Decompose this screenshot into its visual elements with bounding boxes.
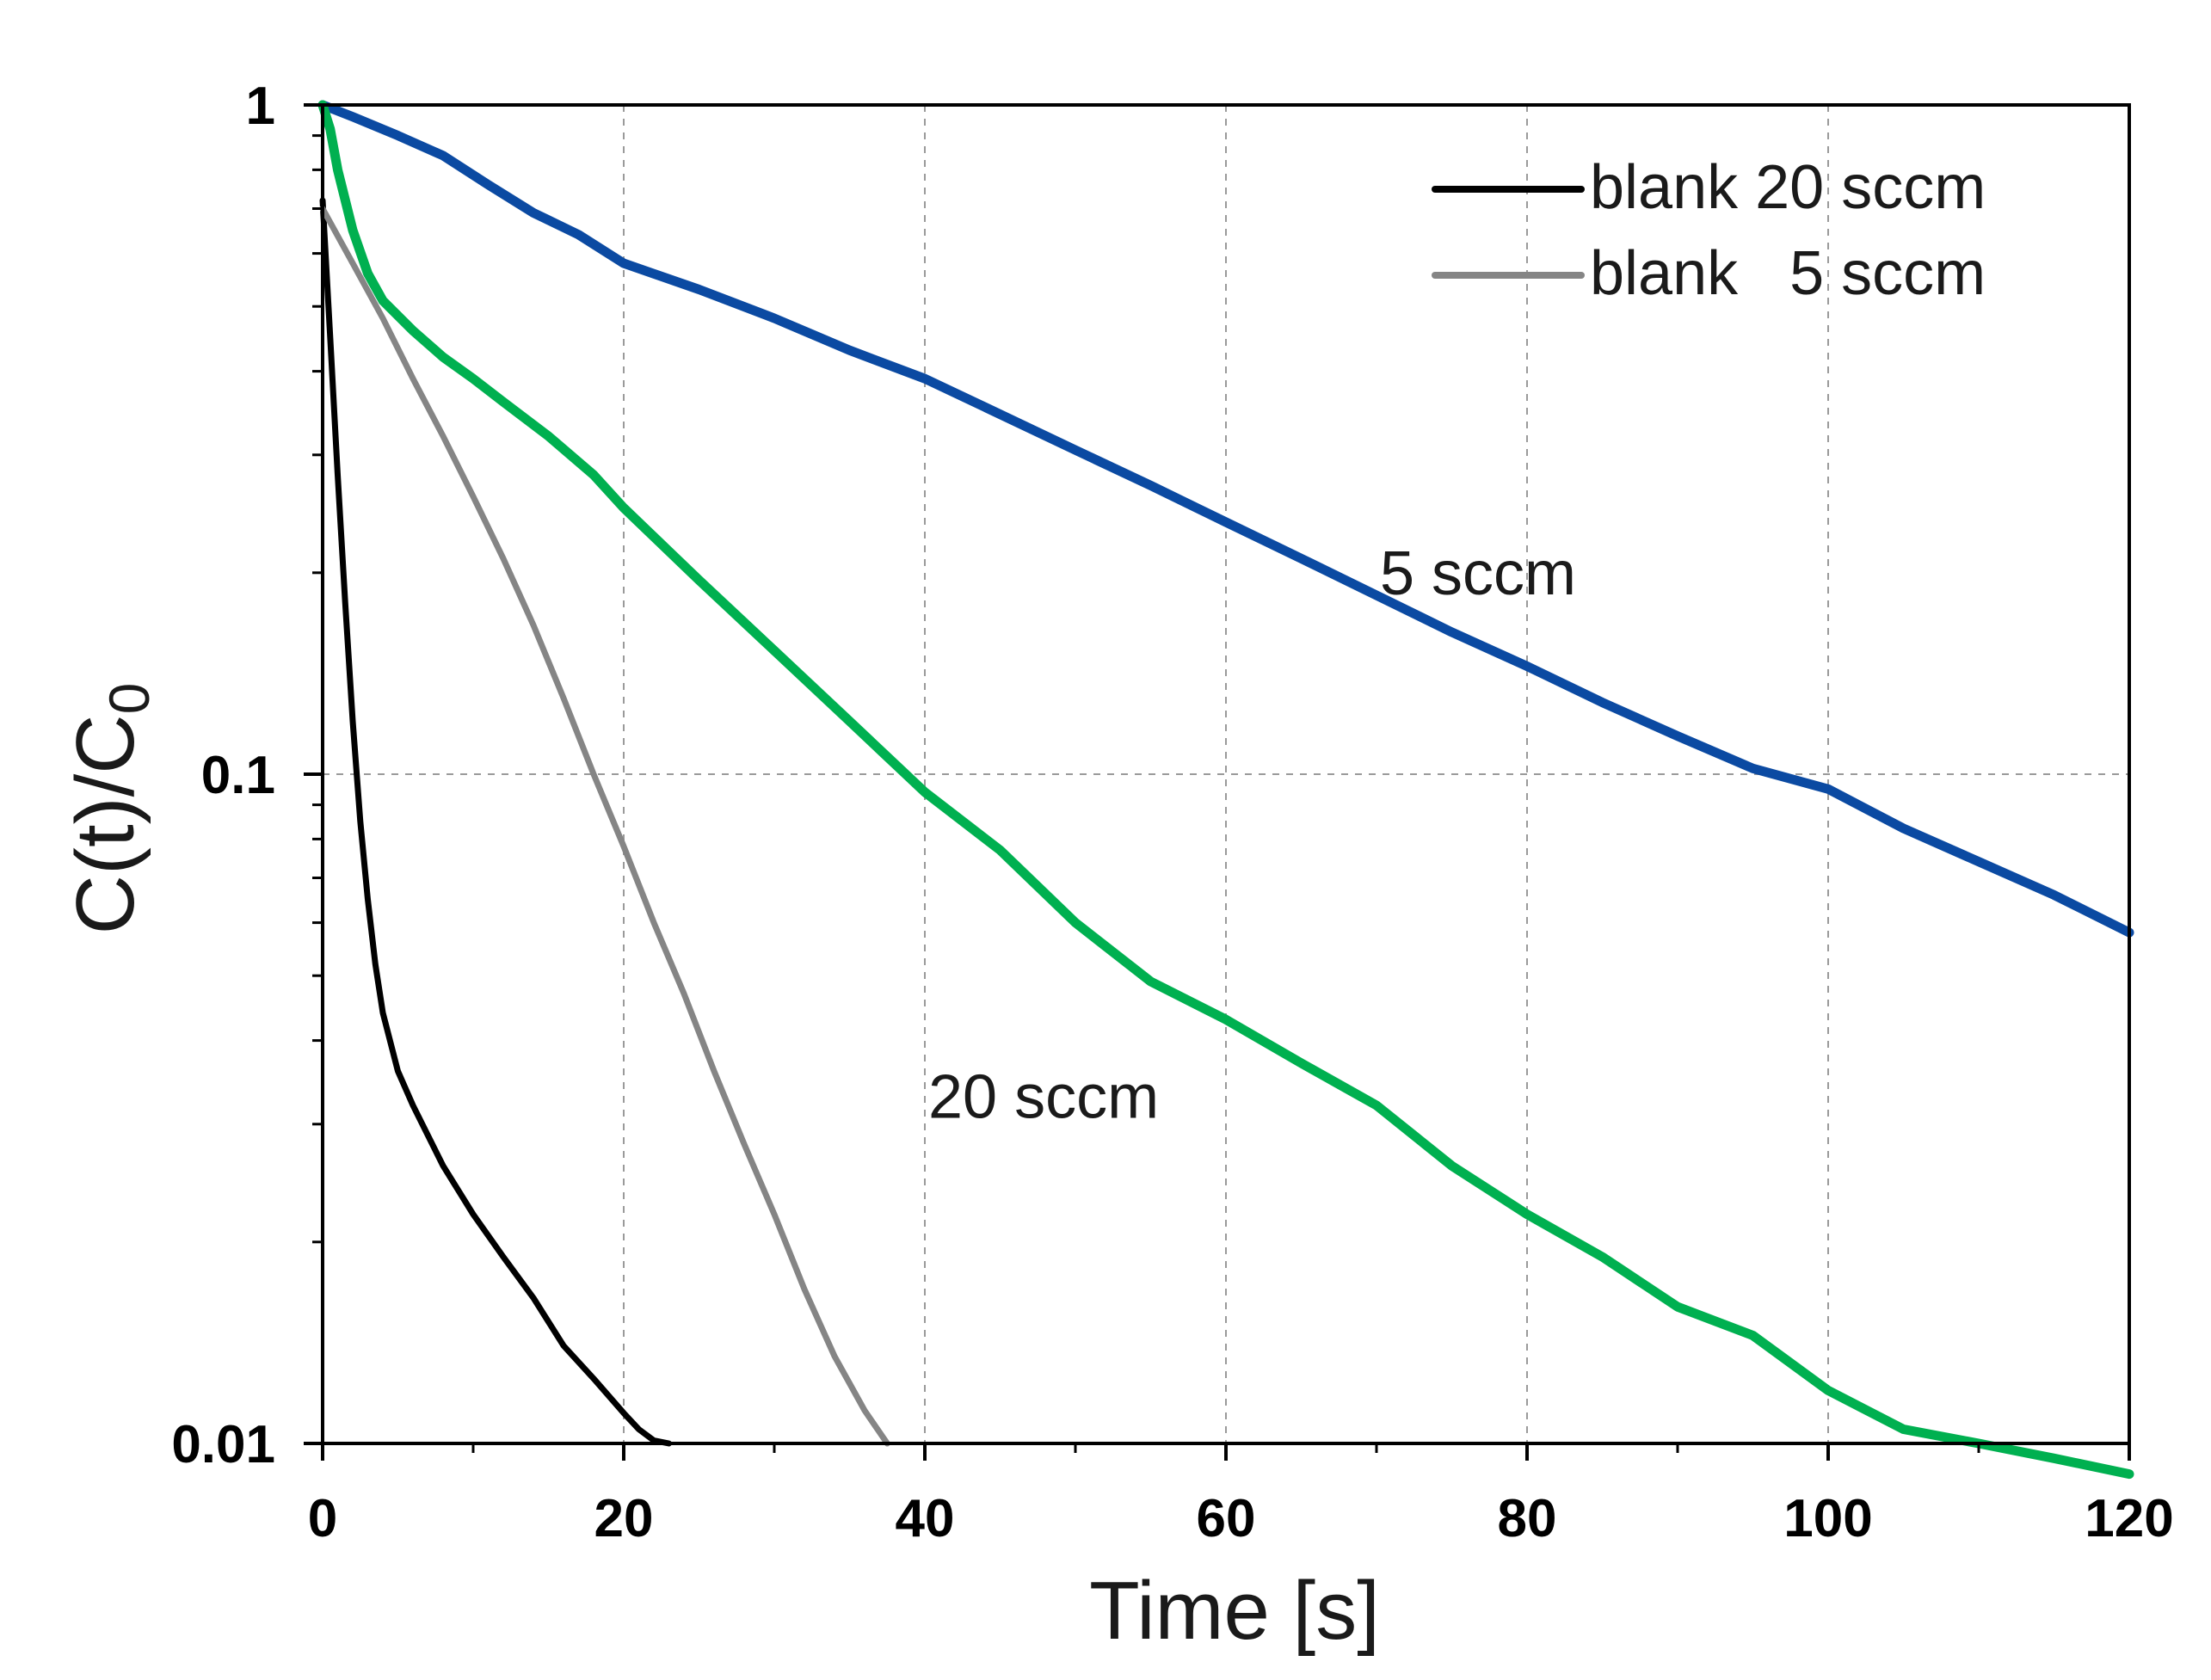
y-tick-label: 1 [246,77,275,136]
annotation-20-sccm: 20 sccm [928,1063,1159,1132]
y-tick-label: 0.1 [201,746,275,805]
x-tick-label: 100 [1783,1489,1872,1548]
x-tick-label: 120 [2085,1489,2173,1548]
x-axis-title: Time [s] [1089,1565,1380,1657]
y-tick-label: 0.01 [171,1415,275,1474]
annotations: 5 sccm 20 sccm [928,539,1576,1132]
y-axis-title-main: C(t)/C [59,714,151,934]
annotation-5-sccm: 5 sccm [1380,539,1576,608]
x-tick-label: 20 [594,1489,654,1548]
x-tick-label: 0 [308,1489,337,1548]
series-line-blank-5-sccm [319,206,890,1447]
x-tick-label: 60 [1197,1489,1256,1548]
x-tick-label: 80 [1498,1489,1557,1548]
legend-label-blank-20-sccm: blank 20 sccm [1590,153,1986,222]
series-line-blank-20-sccm [319,197,672,1447]
series-line-20-sccm [317,100,2134,1480]
x-tick-label: 40 [896,1489,955,1548]
y-axis-title-subscript: 0 [97,683,161,715]
tick-labels: 0 20 40 60 80 100 120 0.01 0.1 1 [171,77,2173,1548]
y-axis-title: C(t)/C0 [59,683,161,935]
legend-label-blank-5-sccm: blank 5 sccm [1590,239,1986,308]
grid [323,105,2129,1443]
legend: blank 20 sccm blank 5 sccm [1432,153,1986,308]
series-line-5-sccm [317,100,2134,938]
series-layer [317,100,2134,1480]
ticks [304,103,2131,1461]
